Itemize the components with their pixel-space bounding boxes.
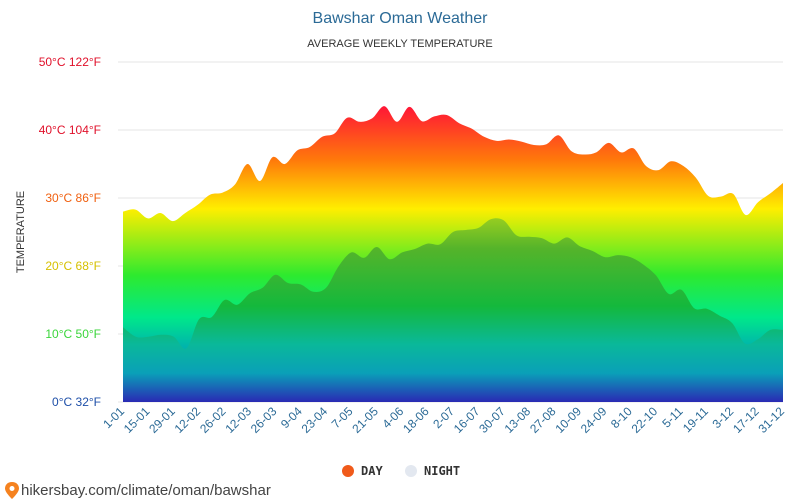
night-series-area (123, 218, 783, 402)
x-tick-label: 21-05 (349, 404, 381, 436)
map-pin-icon (5, 482, 19, 499)
x-tick-label: 19-11 (680, 404, 711, 435)
x-tick-label: 12-02 (172, 404, 204, 436)
x-tick-label: 23-04 (299, 404, 331, 436)
chart-title: Bawshar Oman Weather (313, 10, 489, 27)
y-tick-label: 0°C 32°F (52, 395, 101, 409)
y-tick-label: 40°C 104°F (39, 123, 101, 137)
x-tick-label: 18-06 (400, 404, 432, 436)
y-axis-label: TEMPERATURE (15, 191, 27, 273)
legend-day-swatch (342, 465, 354, 477)
x-tick-label: 31-12 (756, 404, 788, 436)
source-attribution[interactable]: hikersbay.com/climate/oman/bawshar (5, 482, 271, 499)
x-tick-label: 13-08 (502, 404, 534, 436)
y-tick-label: 30°C 86°F (45, 191, 101, 205)
source-link-text: hikersbay.com/climate/oman/bawshar (21, 482, 271, 499)
x-tick-label: 17-12 (730, 404, 762, 436)
x-tick-label: 26-03 (248, 404, 280, 436)
x-tick-label: 24-09 (578, 404, 610, 436)
x-tick-label: 16-07 (451, 404, 483, 436)
x-tick-label: 29-01 (146, 404, 178, 436)
x-tick-label: 27-08 (527, 404, 559, 436)
x-tick-label: 30-07 (476, 404, 508, 436)
y-tick-label: 50°C 122°F (39, 55, 101, 69)
y-tick-label: 20°C 68°F (45, 259, 101, 273)
legend-item-day[interactable]: DAY (342, 464, 383, 478)
legend-night-swatch (405, 465, 417, 477)
chart-subtitle: AVERAGE WEEKLY TEMPERATURE (307, 38, 492, 50)
x-tick-label: 10-09 (552, 404, 584, 436)
x-tick-label: 12-03 (222, 404, 254, 436)
x-axis-ticks: 1-0115-0129-0112-0226-0212-0326-039-0423… (100, 404, 787, 436)
y-axis-ticks: 0°C 32°F 10°C 50°F 20°C 68°F 30°C 86°F 40°C … (39, 55, 101, 409)
x-tick-label: 22-10 (629, 404, 661, 436)
x-tick-label: 15-01 (121, 404, 153, 436)
legend-day-label: DAY (361, 464, 383, 478)
legend-night-label: NIGHT (424, 464, 460, 478)
x-tick-label: 26-02 (197, 404, 229, 436)
legend: DAY NIGHT (342, 464, 460, 478)
legend-item-night[interactable]: NIGHT (405, 464, 460, 478)
y-tick-label: 10°C 50°F (45, 327, 101, 341)
